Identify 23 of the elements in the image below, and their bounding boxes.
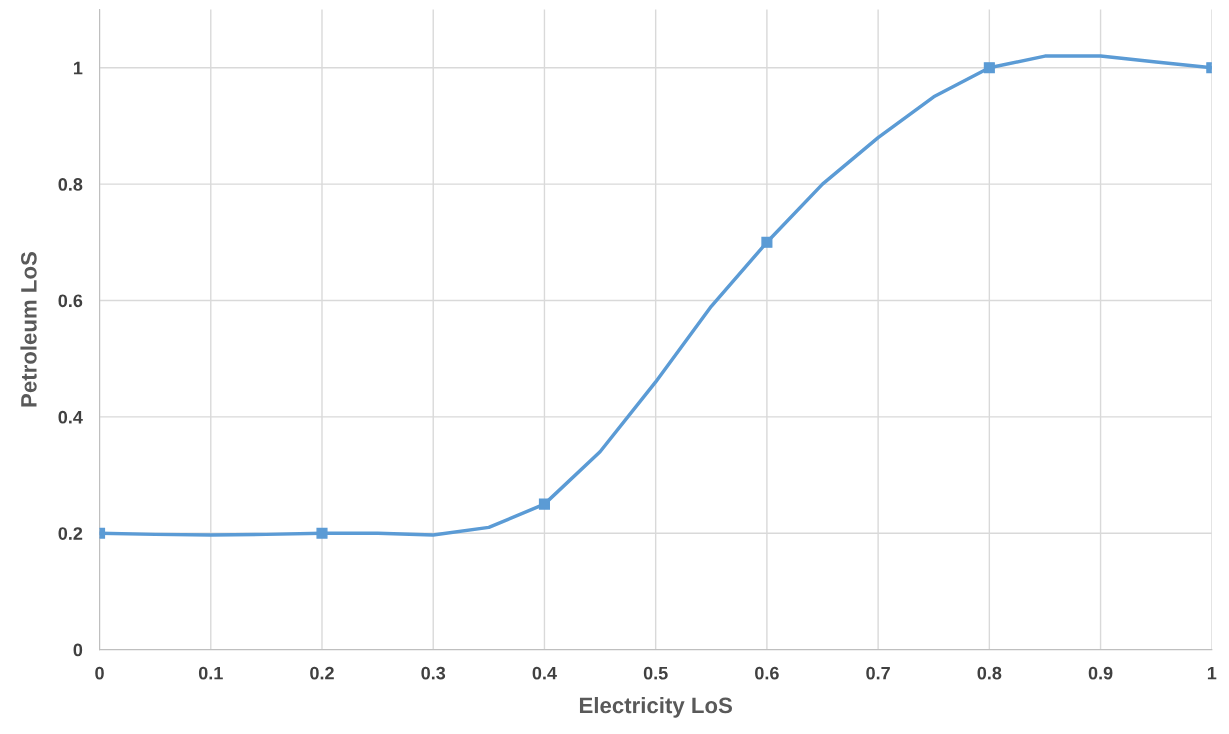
point <box>761 236 773 248</box>
y-tick-label: 0 <box>73 643 83 657</box>
point <box>538 498 551 510</box>
x-tick-label: 0.6 <box>755 666 779 680</box>
x-tick-label: 0.9 <box>1088 666 1113 680</box>
x-tick-label: 0.4 <box>532 666 557 680</box>
x-axis-title: Electricity LoS <box>579 696 732 718</box>
point <box>983 62 995 74</box>
x-tick-label: 0.5 <box>643 666 668 680</box>
x-tick-label: 0.2 <box>310 666 334 680</box>
y-tick-label: 0.6 <box>58 294 83 308</box>
y-tick-label: 1 <box>73 61 83 75</box>
x-tick-label: 0.8 <box>977 666 1002 680</box>
y-tick-label: 0.4 <box>58 410 83 424</box>
point <box>316 527 328 539</box>
y-tick-label: 0.8 <box>58 178 83 191</box>
x-tick-label: 1 <box>1207 666 1217 680</box>
y-axis-title: Petroleum LoS <box>20 252 37 407</box>
y-tick-label: 0.2 <box>58 527 83 540</box>
x-tick-label: 0.7 <box>866 666 890 680</box>
x-tick-label: 0 <box>95 666 104 680</box>
x-tick-label: 0.3 <box>421 666 446 680</box>
x-tick-label: 0.1 <box>198 666 223 680</box>
